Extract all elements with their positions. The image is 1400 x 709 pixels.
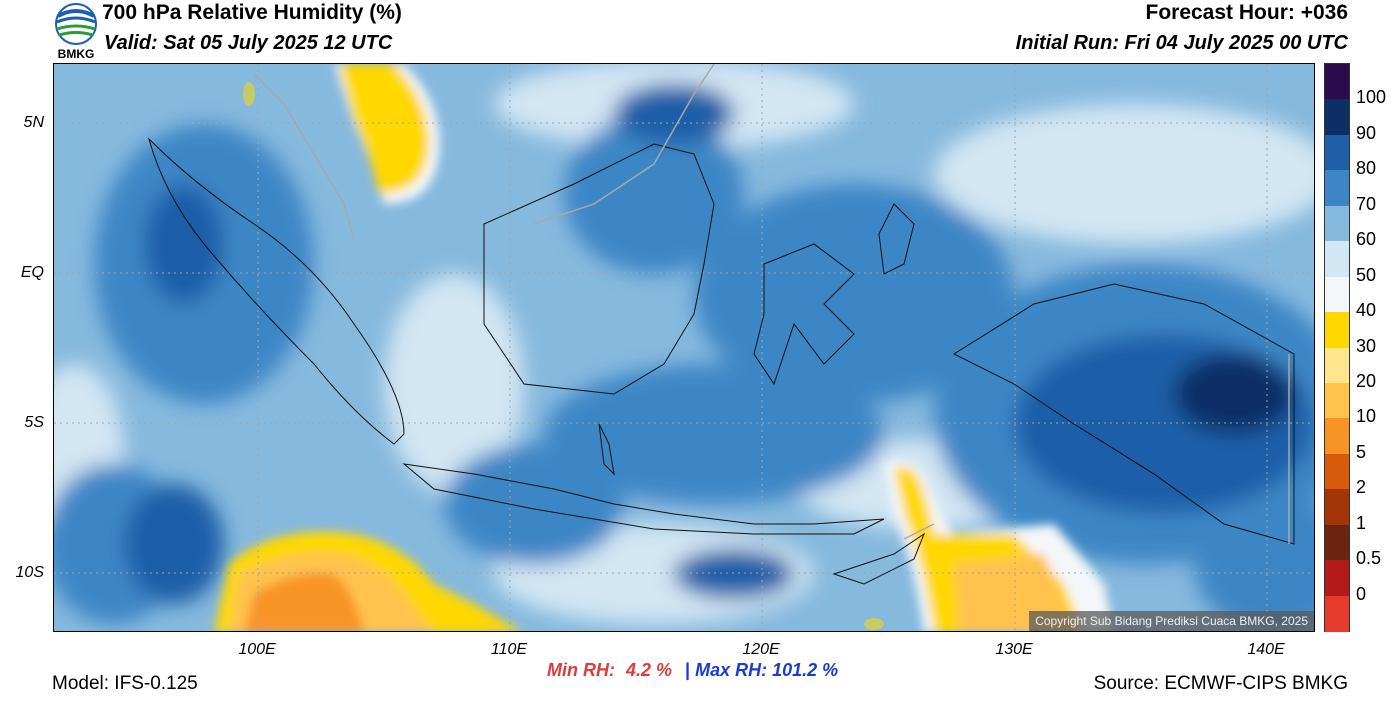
colorbar-segment [1325, 595, 1349, 632]
colorbar-segment [1325, 489, 1349, 526]
colorbar-segment [1325, 312, 1349, 348]
humidity-field [54, 64, 1314, 631]
lon-label-110e: 110E [490, 641, 528, 658]
colorbar-label: 0 [1356, 583, 1367, 604]
lat-label-10s: 10S [15, 564, 44, 581]
colorbar-label: 5 [1356, 441, 1367, 462]
colorbar-segment [1325, 560, 1349, 597]
colorbar-label: 1 [1356, 512, 1367, 533]
colorbar-segment [1325, 99, 1349, 136]
colorbar-label: 2 [1356, 477, 1367, 498]
colorbar-label: 20 [1356, 370, 1377, 391]
max-rh-value: 101.2 % [772, 660, 839, 680]
colorbar-segment [1325, 276, 1349, 313]
colorbar-segment [1325, 241, 1349, 278]
humidity-map: Copyright Sub Bidang Prediksi Cuaca BMKG… [53, 63, 1315, 632]
colorbar-segment [1325, 453, 1349, 490]
logo-text: BMKG [58, 47, 95, 60]
model-label: Model: IFS-0.125 [52, 673, 198, 694]
valid-time: Valid: Sat 05 July 2025 12 UTC [104, 32, 393, 54]
min-rh-value: 4.2 % [626, 660, 673, 680]
colorbar-segment [1325, 382, 1349, 419]
colorbar-label: 0.5 [1356, 548, 1382, 569]
chart-title: 700 hPa Relative Humidity (%) [102, 1, 402, 24]
min-rh-label: Min RH: [547, 660, 615, 680]
stats-separator: | [685, 660, 691, 680]
colorbar-label: 60 [1356, 229, 1377, 250]
colorbar-label: 70 [1356, 193, 1377, 214]
colorbar-segment [1325, 134, 1349, 171]
colorbar-label: 40 [1356, 300, 1377, 321]
colorbar-label: 30 [1356, 335, 1377, 356]
lon-label-120e: 120E [742, 641, 780, 658]
colorbar-segment [1325, 205, 1349, 242]
colorbar-label: 90 [1356, 122, 1377, 143]
colorbar-segment [1325, 64, 1349, 100]
colorbar [1324, 63, 1350, 632]
rh-stats: Min RH: 4.2 % | Max RH: 101.2 % [547, 660, 838, 681]
forecast-hour: Forecast Hour: +036 [1145, 1, 1349, 24]
initial-run: Initial Run: Fri 04 July 2025 00 UTC [1015, 32, 1348, 54]
colorbar-segment [1325, 524, 1349, 561]
colorbar-segment [1325, 418, 1349, 455]
lat-label-5n: 5N [23, 114, 44, 131]
lat-label-eq: EQ [20, 264, 44, 281]
copyright-notice: Copyright Sub Bidang Prediksi Cuaca BMKG… [1029, 611, 1314, 631]
colorbar-label: 10 [1356, 406, 1377, 427]
coastlines [148, 137, 1295, 585]
map-grid [54, 64, 1314, 631]
lon-label-140e: 140E [1247, 641, 1285, 658]
lat-label-5s: 5S [24, 414, 44, 431]
source-label: Source: ECMWF-CIPS BMKG [1093, 673, 1348, 694]
colorbar-label: 50 [1356, 264, 1377, 285]
colorbar-segment [1325, 170, 1349, 207]
lon-label-130e: 130E [995, 641, 1033, 658]
colorbar-segment [1325, 347, 1349, 384]
colorbar-label: 100 [1356, 87, 1387, 108]
bmkg-logo: BMKG [52, 2, 100, 61]
colorbar-label: 80 [1356, 158, 1377, 179]
max-rh-label: Max RH: [695, 660, 768, 680]
lon-label-100e: 100E [238, 641, 276, 658]
